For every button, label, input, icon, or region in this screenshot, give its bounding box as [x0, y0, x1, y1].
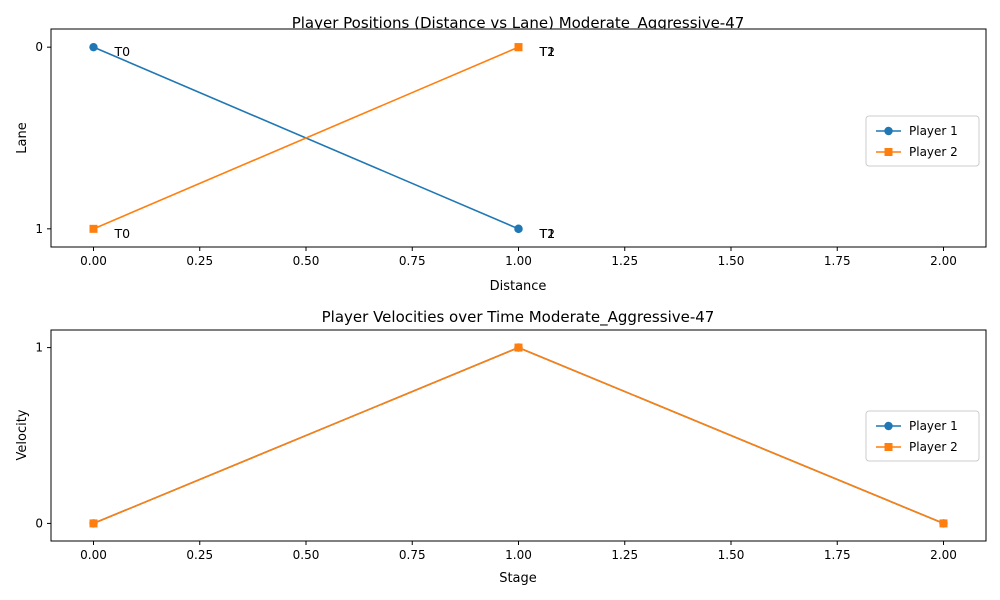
positions-plot-area: [50, 28, 987, 248]
velocities-x-axis-label: Stage: [499, 571, 537, 586]
positions-x-tick-label: 0.25: [186, 254, 213, 268]
positions-x-tick-label: 0.00: [80, 254, 107, 268]
positions-chart-title: Player Positions (Distance vs Lane) Mode…: [292, 14, 745, 33]
velocities-x-tick-label: 0.75: [399, 548, 426, 562]
positions-x-tick-label: 1.50: [718, 254, 745, 268]
velocities-x-tick-label: 0.25: [186, 548, 213, 562]
positions-player-1-point-label: T1: [539, 226, 556, 241]
positions-player-2-point-label: T1: [539, 44, 556, 59]
positions-legend-player-1-marker: [884, 126, 893, 136]
velocities-plot-area: [50, 329, 987, 542]
positions-legend-player-1-label: Player 1: [909, 124, 958, 138]
positions-legend: Player 1 Player 2: [865, 115, 980, 167]
velocities-x-tick-label: 2.00: [930, 548, 957, 562]
velocities-chart-title: Player Velocities over Time Moderate_Agg…: [322, 308, 715, 327]
positions-player-2-point: [89, 224, 98, 233]
positions-player-2-line: [93, 46, 519, 230]
positions-player-1-point-label: T0: [114, 44, 131, 59]
positions-series: [89, 42, 523, 234]
positions-x-tick-label: 0.75: [399, 254, 426, 268]
velocities-chart: Player Velocities over Time Moderate_Agg…: [15, 308, 987, 586]
velocities-y-tick-label: 0: [35, 516, 43, 530]
positions-y-ticks: 01: [35, 40, 51, 236]
positions-y-tick-label: 0: [35, 40, 43, 54]
positions-player-2-point-label: T2: [539, 44, 556, 59]
velocities-legend-player-2-label: Player 2: [909, 440, 958, 454]
velocities-legend-player-2-marker: [884, 443, 893, 451]
positions-x-ticks: 0.00 0.25 0.50 0.75 1.00 1.25 1.50 1.75 2.00: [80, 247, 957, 268]
positions-player-1-point-label: T2: [539, 226, 556, 241]
velocities-player-2-point: [939, 519, 948, 528]
velocities-y-axis-label: Velocity: [15, 409, 30, 460]
velocities-legend-player-1-label: Player 1: [909, 419, 958, 433]
velocities-player-2-point: [89, 519, 98, 528]
velocities-y-tick-label: 1: [35, 341, 43, 355]
positions-y-tick-label: 1: [35, 222, 43, 236]
positions-x-tick-label: 1.75: [824, 254, 851, 268]
positions-legend-player-2-marker: [884, 148, 893, 156]
positions-y-axis-label: Lane: [15, 122, 30, 153]
velocities-y-ticks: 01: [35, 341, 51, 530]
positions-player-1-point: [89, 42, 98, 52]
velocities-x-tick-label: 1.00: [505, 548, 532, 562]
positions-x-tick-label: 1.00: [505, 254, 532, 268]
velocities-series: [89, 343, 948, 528]
velocities-x-tick-label: 1.50: [718, 548, 745, 562]
positions-x-axis-label: Distance: [490, 279, 547, 294]
velocities-legend-player-1-marker: [884, 421, 893, 431]
positions-x-tick-label: 2.00: [930, 254, 957, 268]
positions-player-2-point-label: T0: [114, 226, 131, 241]
positions-player-2-point: [514, 43, 523, 52]
velocities-x-tick-label: 1.75: [824, 548, 851, 562]
positions-legend-player-2-label: Player 2: [909, 145, 958, 159]
velocities-x-tick-label: 0.50: [293, 548, 320, 562]
positions-player-1-point: [514, 224, 523, 234]
velocities-player-2-point: [514, 343, 523, 352]
velocities-x-tick-label: 1.25: [611, 548, 638, 562]
velocities-x-tick-label: 0.00: [80, 548, 107, 562]
velocities-legend: Player 1 Player 2: [865, 410, 980, 462]
positions-chart: Player Positions (Distance vs Lane) Mode…: [15, 14, 987, 294]
positions-legend-box: [865, 115, 980, 167]
positions-x-tick-label: 0.50: [293, 254, 320, 268]
velocities-x-ticks: 0.00 0.25 0.50 0.75 1.00 1.25 1.50 1.75 2.00: [80, 541, 957, 562]
positions-x-tick-label: 1.25: [611, 254, 638, 268]
velocities-legend-box: [865, 410, 980, 462]
